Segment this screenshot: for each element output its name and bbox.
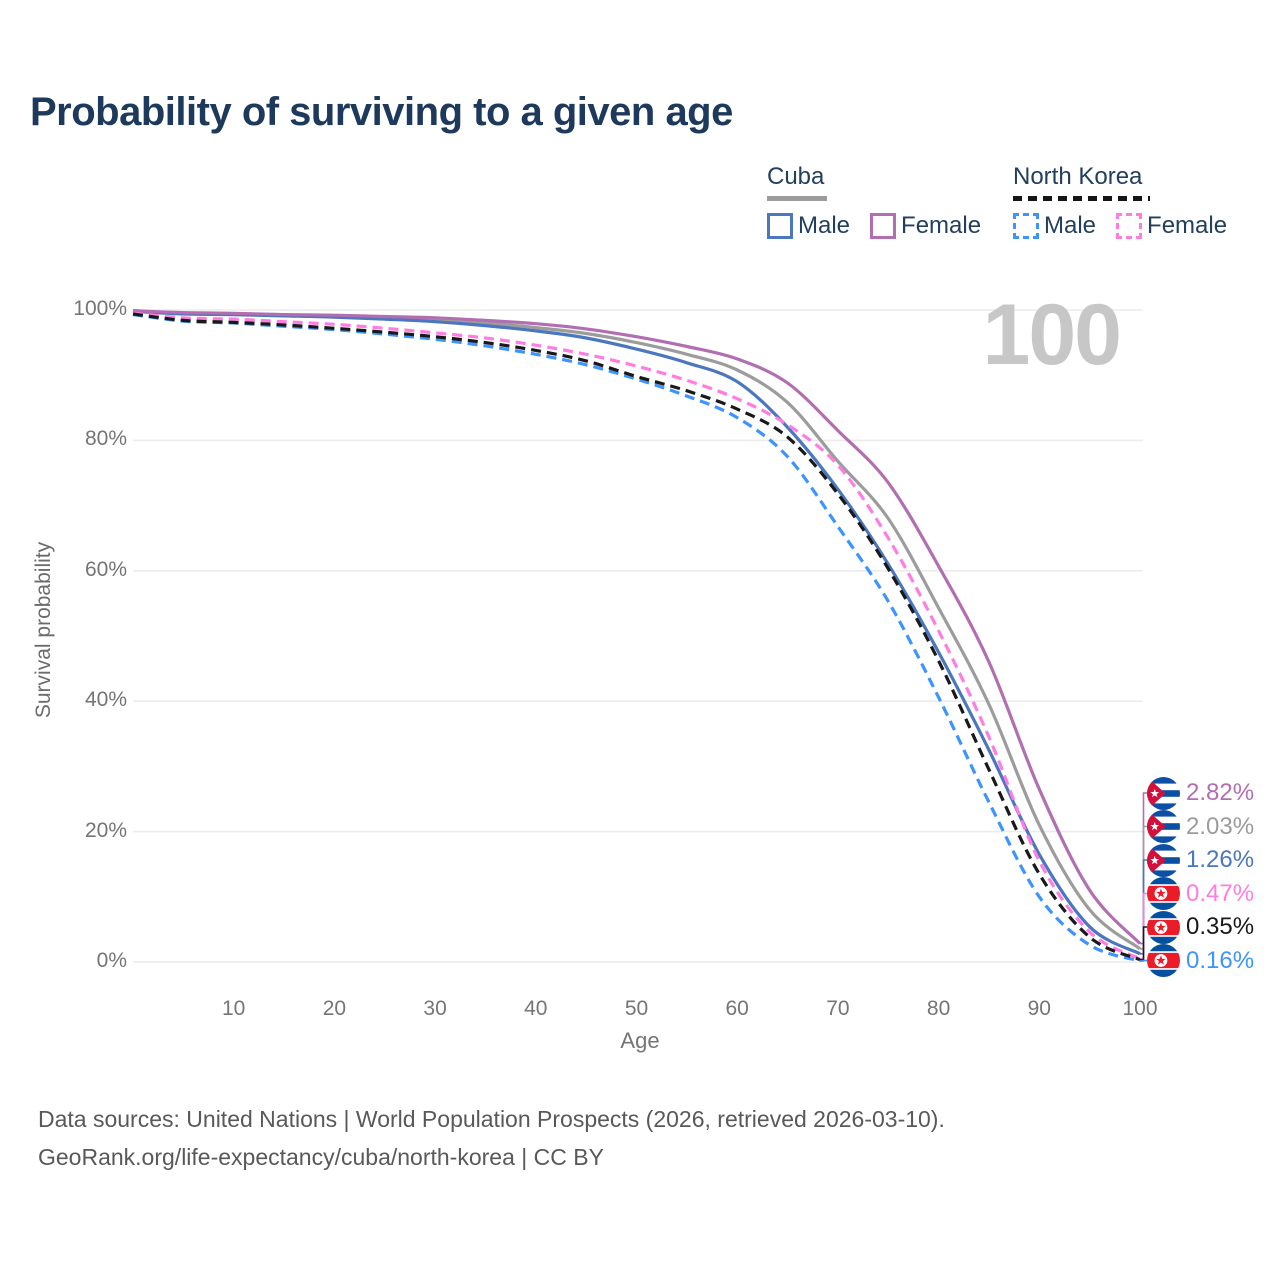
legend-item-label: Male [1044, 212, 1097, 239]
data-sources-line: Data sources: United Nations | World Pop… [38, 1106, 945, 1132]
end-value-label: 0.16% [1186, 946, 1255, 974]
x-tick-label: 10 [222, 997, 246, 1020]
series-line[interactable] [132, 309, 1142, 945]
series-end-label: 0.47% [1147, 877, 1254, 911]
x-tick-label: 80 [926, 997, 951, 1020]
legend-line-sample-dashed [1013, 196, 1150, 201]
survival-curves [132, 309, 1142, 963]
series-line[interactable] [132, 312, 1141, 963]
legend-item-label: Female [901, 212, 982, 239]
series-line[interactable] [132, 309, 1141, 951]
legend-group-north-korea: North Korea Male Female [1013, 163, 1227, 240]
end-value-label: 1.26% [1186, 846, 1255, 873]
series-end-label: 2.82% [1147, 776, 1254, 810]
y-tick-label: 80% [84, 427, 127, 451]
legend-swatch-cuba-female [870, 213, 897, 239]
gridlines [133, 309, 1143, 963]
cuba-flag-icon [1147, 810, 1180, 843]
y-tick-label: 0% [96, 949, 127, 972]
series-end-label: 1.26% [1147, 843, 1254, 877]
legend-line-sample-solid [767, 196, 827, 201]
legend-item-cuba-male[interactable]: Male [767, 212, 850, 240]
legend-item-nk-male[interactable]: Male [1013, 212, 1096, 240]
legend-item-cuba-female[interactable]: Female [870, 212, 981, 240]
north-korea-flag-icon [1147, 944, 1180, 977]
cuba-flag-icon [1147, 777, 1180, 810]
chart-title: Probability of surviving to a given age [30, 90, 733, 134]
series-end-label: 2.03% [1147, 810, 1254, 844]
x-tick-label: 100 [1122, 997, 1158, 1020]
y-tick-label: 60% [84, 557, 127, 581]
legend-swatch-nk-male [1013, 213, 1039, 239]
end-value-label: 0.35% [1186, 913, 1255, 940]
y-tick-label: 40% [84, 688, 127, 712]
series-line[interactable] [132, 312, 1141, 962]
end-value-label: 2.82% [1186, 779, 1255, 806]
end-label-connector [1140, 926, 1147, 961]
series-line[interactable] [132, 311, 1141, 961]
end-value-label: 2.03% [1186, 812, 1255, 840]
series-end-label: 0.16% [1147, 944, 1254, 978]
label-connectors [1140, 792, 1147, 962]
north-korea-flag-icon [1147, 877, 1180, 910]
legend-country-label: Cuba [767, 163, 825, 190]
x-tick-label: 40 [524, 997, 548, 1020]
x-tick-label: 60 [725, 997, 749, 1020]
legend-swatch-nk-female [1116, 213, 1143, 239]
y-tick-label: 100% [73, 297, 127, 320]
x-axis-title: Age [620, 1028, 660, 1053]
attribution-line: GeoRank.org/life-expectancy/cuba/north-k… [38, 1144, 604, 1170]
x-tick-label: 50 [624, 997, 649, 1020]
x-tick-label: 20 [322, 997, 347, 1020]
hovered-age-watermark: 100 [982, 287, 1123, 383]
legend-item-label: Male [798, 212, 851, 239]
series-end-label: 0.35% [1147, 910, 1254, 944]
y-tick-label: 20% [84, 818, 127, 842]
end-value-label: 0.47% [1186, 879, 1255, 907]
legend-swatch-cuba-male [767, 213, 793, 239]
legend-item-nk-female[interactable]: Female [1116, 212, 1227, 240]
end-label-connector [1140, 959, 1147, 962]
legend-country-label: North Korea [1013, 163, 1143, 190]
series-line[interactable] [132, 309, 1141, 956]
legend-group-cuba: Cuba Male Female [767, 163, 981, 240]
legend-item-label: Female [1147, 212, 1228, 239]
x-tick-label: 70 [826, 997, 850, 1020]
north-korea-flag-icon [1147, 911, 1180, 944]
cuba-flag-icon [1147, 844, 1180, 877]
x-tick-label: 90 [1027, 997, 1051, 1020]
x-tick-label: 30 [423, 997, 447, 1020]
